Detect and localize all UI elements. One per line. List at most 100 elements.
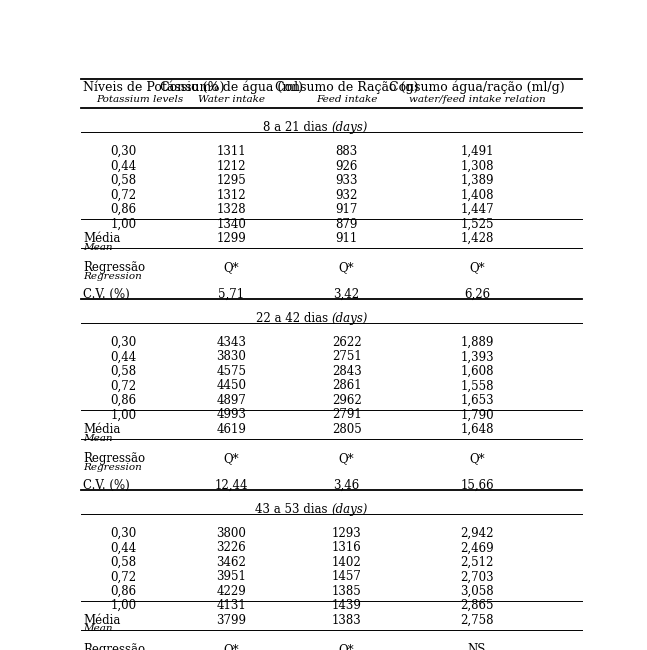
Text: 0,72: 0,72 [111, 380, 137, 393]
Text: 1457: 1457 [332, 570, 362, 583]
Text: Potassium levels: Potassium levels [96, 96, 183, 104]
Text: 0,58: 0,58 [111, 556, 137, 569]
Text: 1,653: 1,653 [460, 394, 494, 407]
Text: 1,393: 1,393 [460, 350, 494, 363]
Text: Regressão: Regressão [83, 261, 146, 274]
Text: 1299: 1299 [217, 232, 246, 245]
Text: Regressão: Regressão [83, 643, 146, 650]
Text: water/feed intake relation: water/feed intake relation [409, 96, 545, 104]
Text: 5,71: 5,71 [218, 287, 245, 300]
Text: 2861: 2861 [332, 380, 362, 393]
Text: Q*: Q* [469, 261, 485, 274]
Text: C.V. (%): C.V. (%) [83, 287, 130, 300]
Text: 3830: 3830 [216, 350, 247, 363]
Text: Q*: Q* [339, 643, 355, 650]
Text: (days): (days) [332, 312, 368, 325]
Text: 2751: 2751 [332, 350, 362, 363]
Text: 0,30: 0,30 [111, 336, 137, 349]
Text: 1,389: 1,389 [460, 174, 494, 187]
Text: 0,72: 0,72 [111, 570, 137, 583]
Text: 911: 911 [336, 232, 358, 245]
Text: Consumo água/ração (ml/g): Consumo água/ração (ml/g) [389, 81, 565, 94]
Text: 0,30: 0,30 [111, 145, 137, 158]
Text: Mean: Mean [83, 434, 113, 443]
Text: Regression: Regression [83, 272, 142, 281]
Text: 1383: 1383 [332, 614, 362, 627]
Text: 3951: 3951 [216, 570, 247, 583]
Text: Regression: Regression [83, 463, 142, 472]
Text: 1312: 1312 [217, 188, 246, 202]
Text: 2,865: 2,865 [460, 599, 494, 612]
Text: (days): (days) [332, 121, 368, 134]
Text: Consumo de Ração (g): Consumo de Ração (g) [275, 81, 419, 94]
Text: 2791: 2791 [332, 408, 362, 421]
Text: Q*: Q* [223, 261, 239, 274]
Text: 917: 917 [335, 203, 358, 216]
Text: 1,00: 1,00 [111, 408, 137, 421]
Text: 2622: 2622 [332, 336, 362, 349]
Text: 1,558: 1,558 [460, 380, 494, 393]
Text: Mean: Mean [83, 625, 113, 634]
Text: 3799: 3799 [216, 614, 247, 627]
Text: 1,00: 1,00 [111, 218, 137, 231]
Text: 926: 926 [335, 160, 358, 173]
Text: 2,469: 2,469 [460, 541, 494, 554]
Text: 4619: 4619 [216, 423, 247, 436]
Text: Mean: Mean [83, 242, 113, 252]
Text: 1,525: 1,525 [460, 218, 494, 231]
Text: 1293: 1293 [332, 527, 362, 540]
Text: Q*: Q* [223, 452, 239, 465]
Text: 1295: 1295 [217, 174, 246, 187]
Text: 2,942: 2,942 [460, 527, 494, 540]
Text: 4343: 4343 [216, 336, 247, 349]
Text: 4575: 4575 [216, 365, 247, 378]
Text: 1402: 1402 [332, 556, 362, 569]
Text: 1,408: 1,408 [460, 188, 494, 202]
Text: 22 a 42 dias: 22 a 42 dias [256, 312, 332, 325]
Text: 6,26: 6,26 [464, 287, 490, 300]
Text: Q*: Q* [339, 261, 355, 274]
Text: 0,58: 0,58 [111, 365, 137, 378]
Text: 1340: 1340 [216, 218, 247, 231]
Text: NS: NS [468, 643, 486, 650]
Text: 2805: 2805 [332, 423, 362, 436]
Text: 932: 932 [335, 188, 358, 202]
Text: 8 a 21 dias: 8 a 21 dias [263, 121, 332, 134]
Text: 1,00: 1,00 [111, 599, 137, 612]
Text: Q*: Q* [469, 452, 485, 465]
Text: Feed intake: Feed intake [316, 96, 377, 104]
Text: Q*: Q* [223, 643, 239, 650]
Text: 1212: 1212 [217, 160, 246, 173]
Text: 2962: 2962 [332, 394, 362, 407]
Text: 0,86: 0,86 [111, 394, 137, 407]
Text: 12,44: 12,44 [215, 478, 248, 491]
Text: Water intake: Water intake [198, 96, 265, 104]
Text: 0,86: 0,86 [111, 585, 137, 598]
Text: 1,648: 1,648 [460, 423, 494, 436]
Text: 2,703: 2,703 [460, 570, 494, 583]
Text: 0,44: 0,44 [111, 541, 137, 554]
Text: 1,790: 1,790 [460, 408, 494, 421]
Text: 0,72: 0,72 [111, 188, 137, 202]
Text: Q*: Q* [339, 452, 355, 465]
Text: 883: 883 [336, 145, 358, 158]
Text: 0,86: 0,86 [111, 203, 137, 216]
Text: Regressão: Regressão [83, 452, 146, 465]
Text: 0,58: 0,58 [111, 174, 137, 187]
Text: 4450: 4450 [216, 380, 247, 393]
Text: 1316: 1316 [332, 541, 362, 554]
Text: 1439: 1439 [332, 599, 362, 612]
Text: 2,512: 2,512 [460, 556, 494, 569]
Text: 933: 933 [335, 174, 358, 187]
Text: 2,758: 2,758 [460, 614, 494, 627]
Text: Média: Média [83, 423, 121, 436]
Text: 1385: 1385 [332, 585, 362, 598]
Text: 3226: 3226 [217, 541, 246, 554]
Text: 1,447: 1,447 [460, 203, 494, 216]
Text: 1,889: 1,889 [460, 336, 494, 349]
Text: 1328: 1328 [217, 203, 246, 216]
Text: 4229: 4229 [217, 585, 246, 598]
Text: 0,44: 0,44 [111, 350, 137, 363]
Text: 15,66: 15,66 [460, 478, 494, 491]
Text: 879: 879 [335, 218, 358, 231]
